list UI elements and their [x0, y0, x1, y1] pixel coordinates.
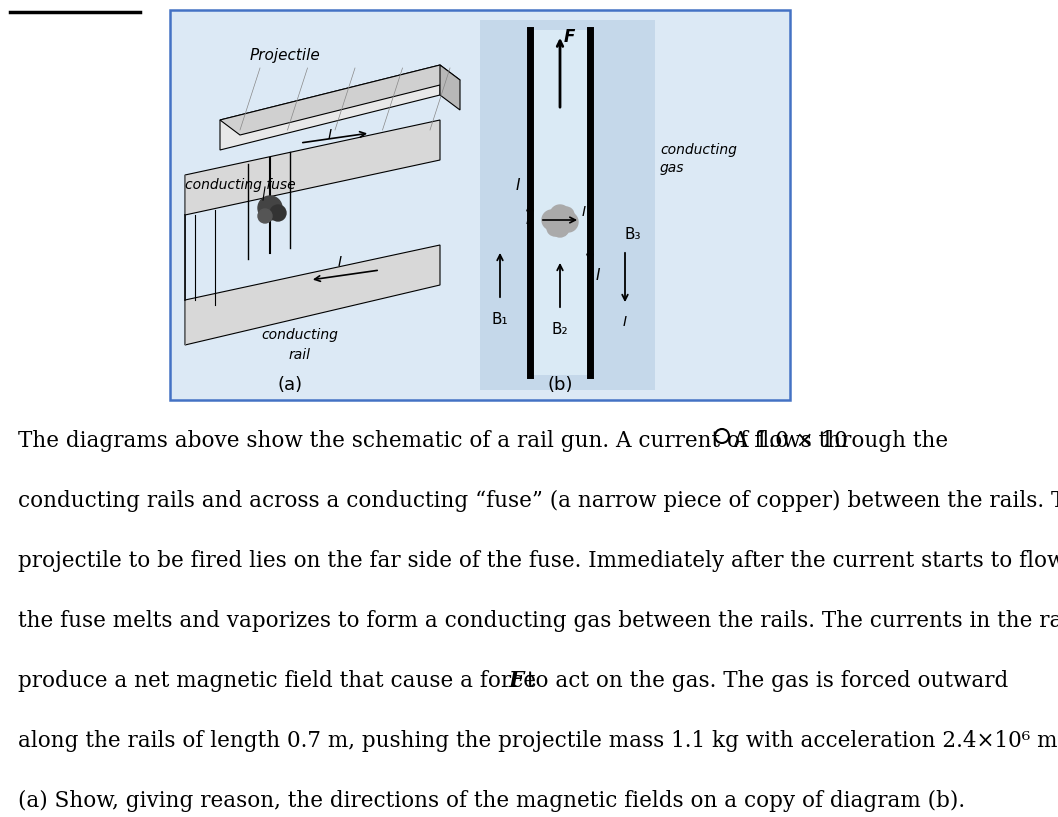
- Text: B₂: B₂: [551, 322, 568, 337]
- Text: (b): (b): [547, 376, 572, 394]
- Circle shape: [258, 209, 272, 223]
- Text: I: I: [623, 315, 627, 329]
- Circle shape: [550, 205, 570, 225]
- Text: conducting: conducting: [261, 328, 339, 342]
- Polygon shape: [185, 245, 440, 345]
- Text: conducting: conducting: [660, 143, 736, 157]
- Bar: [170, 10, 790, 400]
- Text: The diagrams above show the schematic of a rail gun. A current of 1.0 × 10: The diagrams above show the schematic of…: [18, 430, 847, 452]
- Circle shape: [270, 205, 286, 221]
- Text: I: I: [526, 213, 530, 227]
- Circle shape: [258, 196, 282, 220]
- Polygon shape: [185, 120, 440, 215]
- Text: projectile to be fired lies on the far side of the fuse. Immediately after the c: projectile to be fired lies on the far s…: [18, 550, 1058, 572]
- Text: gas: gas: [660, 161, 685, 175]
- Text: conducting fuse: conducting fuse: [185, 178, 295, 192]
- Text: I: I: [596, 267, 601, 283]
- Polygon shape: [440, 65, 460, 110]
- Circle shape: [558, 207, 574, 223]
- Text: to act on the gas. The gas is forced outward: to act on the gas. The gas is forced out…: [519, 670, 1008, 692]
- Text: the fuse melts and vaporizes to form a conducting gas between the rails. The cur: the fuse melts and vaporizes to form a c…: [18, 610, 1058, 632]
- Text: I: I: [328, 128, 332, 142]
- Text: I: I: [582, 205, 586, 219]
- Circle shape: [558, 212, 578, 232]
- Text: conducting rails and across a conducting “fuse” (a narrow piece of copper) betwe: conducting rails and across a conducting…: [18, 490, 1058, 512]
- Text: B₃: B₃: [625, 227, 641, 242]
- Text: I: I: [338, 255, 342, 269]
- Polygon shape: [480, 20, 655, 390]
- Polygon shape: [220, 65, 460, 135]
- Text: F: F: [508, 670, 524, 692]
- Text: along the rails of length 0.7 m, pushing the projectile mass 1.1 kg with acceler: along the rails of length 0.7 m, pushing…: [18, 730, 1058, 752]
- Polygon shape: [220, 65, 440, 150]
- Circle shape: [551, 219, 569, 237]
- Text: produce a net magnetic field that cause a force: produce a net magnetic field that cause …: [18, 670, 543, 692]
- Text: Projectile: Projectile: [250, 47, 321, 62]
- Text: rail: rail: [289, 348, 311, 362]
- Text: B₁: B₁: [492, 312, 508, 327]
- Bar: [533, 30, 587, 375]
- Circle shape: [547, 220, 563, 236]
- Text: I: I: [515, 177, 521, 193]
- Text: A flows through the: A flows through the: [732, 430, 948, 452]
- Circle shape: [542, 210, 562, 230]
- Text: (a) Show, giving reason, the directions of the magnetic fields on a copy of diag: (a) Show, giving reason, the directions …: [18, 790, 965, 812]
- Text: (a): (a): [277, 376, 303, 394]
- Text: F: F: [564, 28, 576, 46]
